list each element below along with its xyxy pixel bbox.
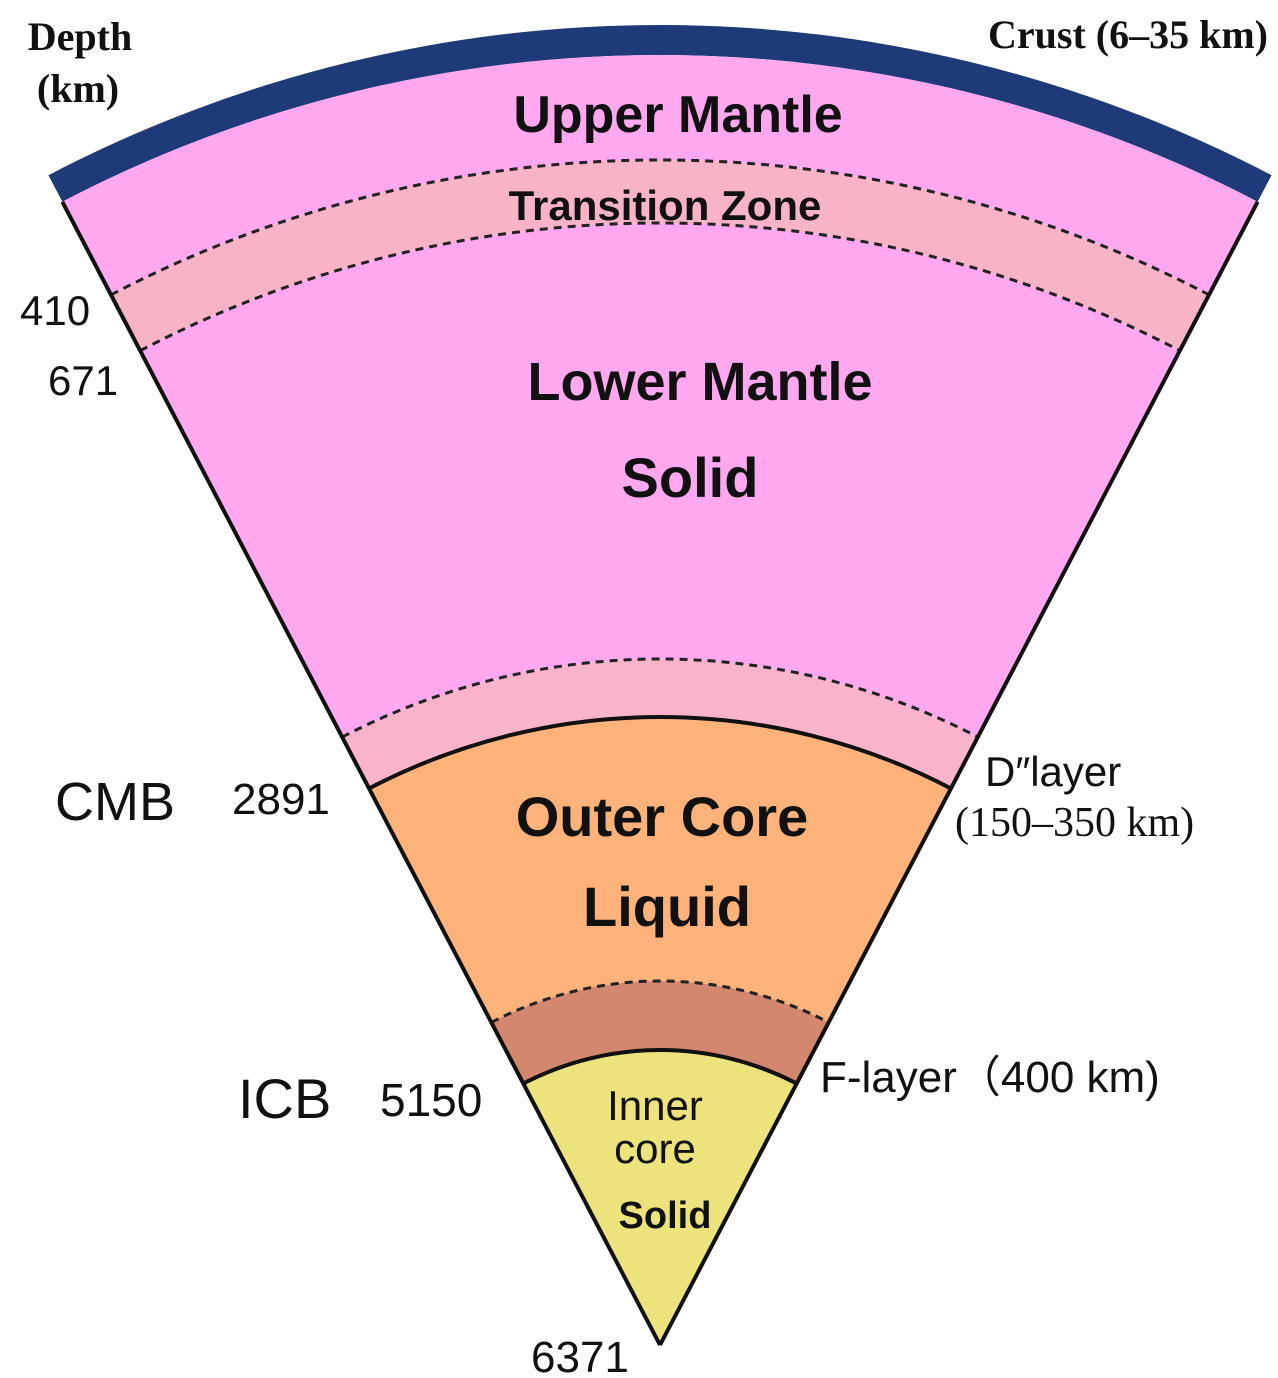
inner-core: Inner: [607, 1082, 703, 1129]
icb-depth: 5150: [380, 1074, 482, 1126]
icb-label: ICB: [238, 1067, 331, 1130]
dashed-boundary: [341, 657, 979, 739]
layers: [48, 25, 1272, 1346]
d-layer-range: (150–350 km): [955, 800, 1194, 846]
dashed-boundary: [139, 221, 1181, 353]
cmb-depth: 2891: [232, 775, 330, 824]
f-layer: [491, 981, 829, 1084]
crust: [48, 25, 1272, 202]
outer-core-state: Liquid: [583, 875, 751, 938]
transition-zone: [110, 160, 1210, 351]
outer-core: [369, 717, 951, 1023]
inner-core-state: Solid: [619, 1195, 712, 1237]
upper-mantle: [62, 54, 1258, 295]
dashed-boundary: [490, 979, 830, 1024]
upper-mantle: Upper Mantle: [513, 86, 842, 144]
edge: [60, 200, 662, 1346]
boundary: [368, 715, 952, 791]
f-layer: F-layer（400 km): [820, 1053, 1160, 1102]
inner-core-2: core: [614, 1125, 696, 1172]
boundary: [522, 1048, 798, 1086]
d-layer: [342, 658, 978, 789]
depth-671: 671: [48, 357, 118, 404]
lower-mantle: Lower Mantle: [527, 352, 872, 412]
edge: [658, 200, 1260, 1346]
depth-label: Depth: [28, 14, 132, 59]
center-depth: 6371: [531, 1333, 629, 1378]
d-layer: D″layer: [985, 748, 1121, 795]
lower-mantle-state: Solid: [622, 446, 759, 509]
lower-mantle: [140, 222, 1180, 738]
inner-core: [523, 1050, 797, 1345]
cmb-label: CMB: [55, 772, 175, 832]
depth-unit: (km): [37, 66, 119, 111]
depth-410: 410: [20, 287, 90, 334]
crust-label: Crust (6–35 km): [988, 12, 1268, 57]
outer-core: Outer Core: [516, 785, 809, 848]
dashed-boundary: [110, 158, 1210, 297]
transition-zone: Transition Zone: [509, 182, 822, 229]
